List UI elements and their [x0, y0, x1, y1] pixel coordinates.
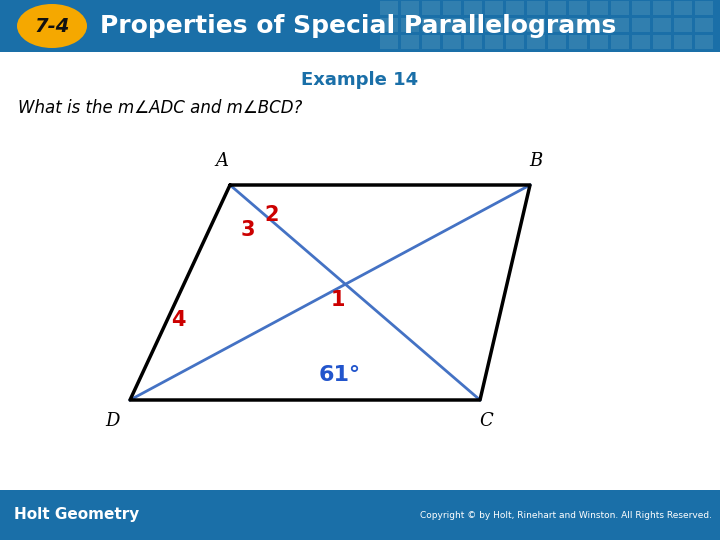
Bar: [632, 18, 650, 32]
Bar: [464, 1, 482, 15]
Bar: [464, 35, 482, 49]
Text: D: D: [105, 412, 120, 430]
Text: 7-4: 7-4: [35, 17, 70, 36]
Bar: [611, 35, 629, 49]
Bar: [527, 1, 545, 15]
Bar: [380, 35, 398, 49]
Text: B: B: [529, 152, 543, 170]
Ellipse shape: [17, 4, 87, 48]
Bar: [548, 35, 566, 49]
Bar: [569, 35, 587, 49]
Bar: [485, 1, 503, 15]
Bar: [422, 1, 440, 15]
Bar: [422, 18, 440, 32]
Text: 61°: 61°: [319, 365, 361, 385]
Bar: [569, 1, 587, 15]
Text: What is the m∠ADC and m∠BCD?: What is the m∠ADC and m∠BCD?: [18, 99, 302, 117]
Bar: [653, 18, 671, 32]
Bar: [695, 18, 713, 32]
Bar: [422, 35, 440, 49]
Text: C: C: [479, 412, 493, 430]
Bar: [506, 35, 524, 49]
Bar: [548, 18, 566, 32]
Bar: [380, 18, 398, 32]
Text: 2: 2: [265, 205, 279, 225]
Bar: [485, 18, 503, 32]
Bar: [590, 35, 608, 49]
Bar: [569, 18, 587, 32]
Bar: [485, 35, 503, 49]
Bar: [443, 1, 461, 15]
Text: A: A: [215, 152, 228, 170]
Bar: [401, 1, 419, 15]
Bar: [674, 1, 692, 15]
Bar: [611, 18, 629, 32]
Text: Holt Geometry: Holt Geometry: [14, 508, 139, 523]
Bar: [527, 35, 545, 49]
Text: 4: 4: [171, 310, 185, 330]
Bar: [590, 1, 608, 15]
Bar: [695, 1, 713, 15]
Bar: [611, 1, 629, 15]
Bar: [443, 35, 461, 49]
Text: Properties of Special Parallelograms: Properties of Special Parallelograms: [100, 14, 616, 38]
Bar: [632, 1, 650, 15]
Bar: [653, 35, 671, 49]
Bar: [443, 18, 461, 32]
Text: Example 14: Example 14: [302, 71, 418, 89]
Bar: [590, 18, 608, 32]
Bar: [653, 1, 671, 15]
Bar: [380, 1, 398, 15]
Bar: [548, 1, 566, 15]
Bar: [527, 18, 545, 32]
Text: 1: 1: [330, 290, 346, 310]
Bar: [674, 18, 692, 32]
Bar: [464, 18, 482, 32]
Bar: [632, 35, 650, 49]
Bar: [401, 18, 419, 32]
Bar: [674, 35, 692, 49]
Text: Copyright © by Holt, Rinehart and Winston. All Rights Reserved.: Copyright © by Holt, Rinehart and Winsto…: [420, 510, 712, 519]
Bar: [695, 35, 713, 49]
Text: 3: 3: [240, 220, 256, 240]
Bar: [506, 18, 524, 32]
Bar: [506, 1, 524, 15]
Bar: [401, 35, 419, 49]
